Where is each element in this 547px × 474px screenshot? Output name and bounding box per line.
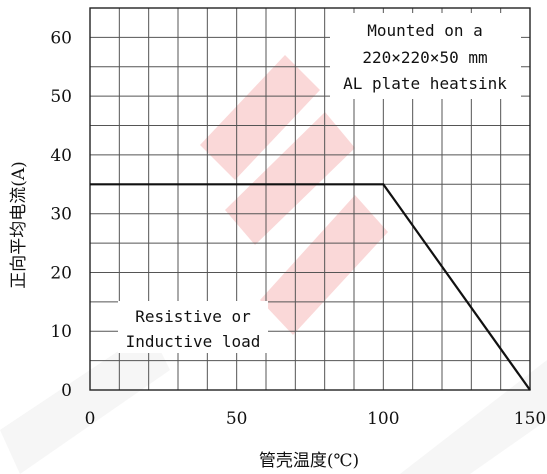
x-tick-label: 50 xyxy=(226,409,248,429)
y-tick-label: 10 xyxy=(50,322,72,342)
y-tick-label: 50 xyxy=(50,87,72,107)
tick-labels: 0 50 100 150 0 10 20 30 40 50 60 xyxy=(50,28,546,429)
plot-frame xyxy=(89,7,531,391)
x-tick-label: 150 xyxy=(514,409,546,429)
plot-border xyxy=(89,7,531,391)
heatsink-note-line-3: AL plate heatsink xyxy=(343,74,507,93)
heatsink-note-bg xyxy=(330,13,521,99)
x-axis-title: 管壳温度(℃) xyxy=(259,451,359,471)
y-tick-label: 40 xyxy=(50,146,72,166)
derating-curve xyxy=(90,183,531,391)
y-axis-title: 正向平均电流(A) xyxy=(9,161,29,289)
load-note-line-2: Inductive load xyxy=(126,332,261,351)
y-tick-label: 20 xyxy=(50,263,72,283)
y-tick-label: 0 xyxy=(61,381,72,401)
heatsink-note-line-1: Mounted on a xyxy=(367,21,483,40)
x-tick-label: 100 xyxy=(367,409,399,429)
heatsink-note-line-2: 220×220×50 mm xyxy=(362,48,487,67)
load-note-line-1: Resistive or xyxy=(135,307,251,326)
y-tick-label: 30 xyxy=(50,205,72,225)
watermark xyxy=(0,55,547,474)
y-tick-label: 60 xyxy=(50,28,72,48)
series xyxy=(90,183,531,391)
x-tick-label: 0 xyxy=(85,409,96,429)
load-note-bg xyxy=(118,301,268,353)
